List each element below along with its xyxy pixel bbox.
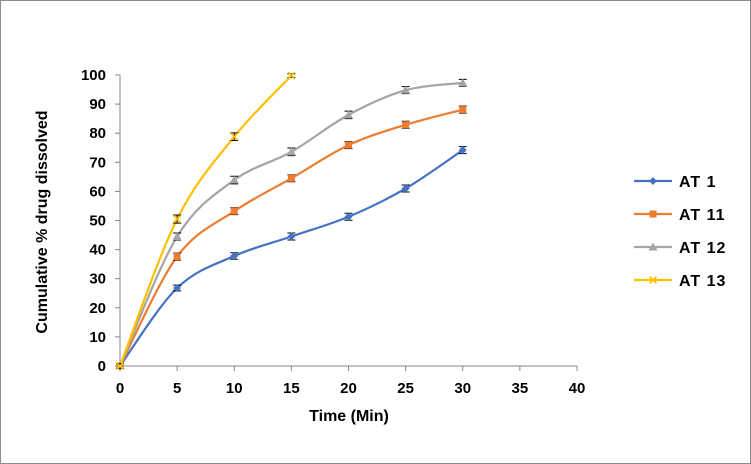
x-tick-label: 30 bbox=[454, 380, 471, 397]
y-tick-label: 40 bbox=[89, 242, 106, 259]
legend-marker bbox=[649, 177, 657, 185]
y-tick-label: 60 bbox=[89, 183, 106, 200]
y-tick-label: 0 bbox=[98, 358, 106, 375]
legend-marker bbox=[648, 275, 658, 285]
y-axis-title: Cumulative % drug dissolved bbox=[34, 110, 51, 333]
data-point bbox=[458, 146, 467, 155]
legend: AT 1 AT 11 AT 12 AT 13 bbox=[634, 174, 726, 290]
x-tick-label: 0 bbox=[116, 380, 124, 397]
data-point bbox=[230, 207, 238, 215]
data-point bbox=[230, 252, 239, 261]
y-tick-label: 50 bbox=[89, 213, 106, 230]
series-layer bbox=[115, 71, 468, 371]
data-point bbox=[402, 121, 410, 129]
series-line bbox=[118, 81, 463, 367]
data-point bbox=[287, 174, 295, 182]
x-tick-label: 15 bbox=[283, 380, 300, 397]
data-point bbox=[459, 106, 467, 114]
data-point bbox=[173, 214, 182, 224]
y-tick-label: 90 bbox=[89, 96, 106, 113]
legend-item: AT 1 bbox=[634, 174, 716, 191]
y-tick-label: 20 bbox=[89, 300, 106, 317]
y-tick-label: 30 bbox=[89, 271, 106, 288]
series-at-13 bbox=[115, 71, 296, 371]
x-axis-title: Time (Min) bbox=[309, 408, 389, 425]
legend-label: AT 12 bbox=[679, 240, 726, 257]
data-point bbox=[173, 284, 182, 293]
x-tick-label: 10 bbox=[226, 380, 243, 397]
data-point bbox=[173, 253, 181, 261]
y-tick-label: 10 bbox=[89, 329, 106, 346]
data-point bbox=[458, 78, 468, 87]
data-point bbox=[344, 212, 353, 221]
legend-label: AT 11 bbox=[679, 207, 726, 224]
legend-item: AT 11 bbox=[634, 207, 726, 224]
data-point bbox=[344, 110, 353, 119]
data-point bbox=[115, 361, 125, 371]
y-tick-label: 80 bbox=[89, 125, 106, 142]
data-point bbox=[401, 85, 411, 94]
data-point bbox=[401, 184, 410, 193]
x-tick-label: 25 bbox=[397, 380, 414, 397]
y-tick-label: 70 bbox=[89, 154, 106, 171]
x-tick-label: 5 bbox=[173, 380, 181, 397]
x-tick-label: 40 bbox=[569, 380, 586, 397]
data-point bbox=[230, 132, 239, 141]
legend-item: AT 13 bbox=[634, 273, 726, 290]
data-point bbox=[345, 141, 352, 149]
data-point bbox=[229, 175, 239, 184]
legend-label: AT 13 bbox=[679, 273, 726, 290]
series-line bbox=[119, 149, 464, 367]
series-at-12 bbox=[115, 78, 468, 370]
axes: 0 10 20 30 40 50 60 70 80 90 100 0 5 10 15 20 25 30 35 40 bbox=[81, 67, 585, 397]
data-point bbox=[287, 232, 296, 241]
data-point bbox=[287, 71, 296, 80]
data-point bbox=[172, 232, 182, 241]
legend-marker bbox=[649, 210, 657, 218]
legend-marker bbox=[648, 242, 658, 251]
legend-label: AT 1 bbox=[679, 174, 716, 191]
data-point bbox=[286, 147, 296, 156]
x-tick-label: 20 bbox=[340, 380, 357, 397]
series-line bbox=[118, 74, 293, 367]
y-tick-label: 100 bbox=[81, 67, 106, 84]
x-tick-label: 35 bbox=[512, 380, 529, 397]
legend-item: AT 12 bbox=[634, 240, 726, 257]
